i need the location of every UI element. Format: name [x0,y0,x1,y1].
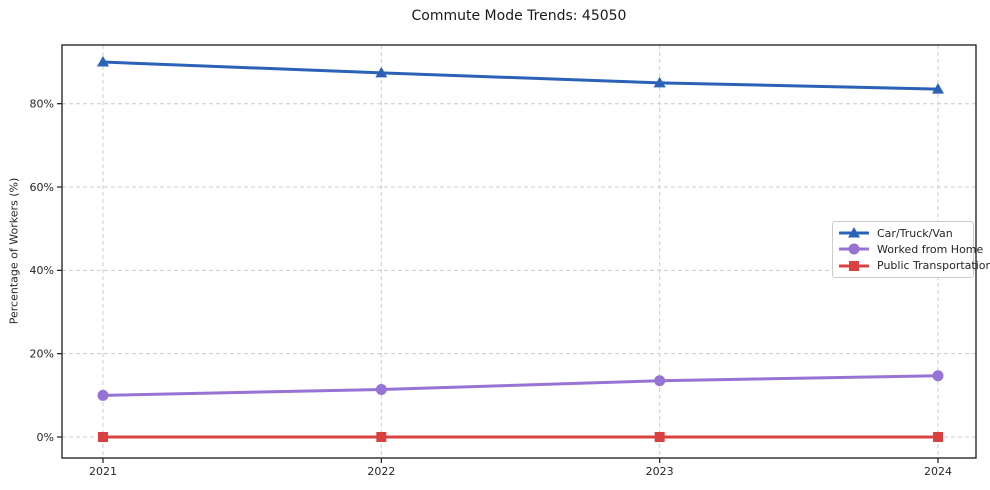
legend-item-worked-from-home: Worked from Home [839,242,983,256]
circle-marker-icon [839,243,869,255]
y-tick-label-0%: 0% [37,431,54,444]
series-line-worked-from-home [101,374,940,397]
x-tick-label-2021: 2021 [89,465,117,478]
triangle-icon [848,227,860,238]
legend-label: Car/Truck/Van [877,226,953,240]
data-point-public-transportation-2022 [376,432,387,442]
data-point-public-transportation-2024 [932,432,943,442]
legend-item-public-transportation: Public Transportation [839,259,990,273]
y-tick-label-60%: 60% [30,181,54,194]
chart-title: Commute Mode Trends: 45050 [411,8,627,24]
data-point-car-truck-van-2022 [375,66,388,78]
y-tick-label-80%: 80% [30,97,54,110]
series-line-car-truck-van [101,60,940,91]
y-tick-label-20%: 20% [30,347,54,360]
data-point-worked-from-home-2024 [932,370,944,382]
data-point-worked-from-home-2021 [97,389,109,401]
legend: Car/Truck/Van Worked from Home Public Tr… [832,221,990,278]
x-tick-label-2024: 2024 [924,465,952,478]
data-point-public-transportation-2023 [654,432,665,442]
data-point-worked-from-home-2022 [375,384,387,396]
x-tick-label-2023: 2023 [646,465,674,478]
legend-item-car-truck-van: Car/Truck/Van [839,226,969,240]
data-point-car-truck-van-2021 [97,56,109,67]
square-marker-icon [839,260,869,271]
circle-icon [848,243,860,255]
y-tick-label-40%: 40% [30,264,54,277]
triangle-marker-icon [839,227,869,238]
data-point-worked-from-home-2023 [654,375,666,387]
legend-label: Public Transportation [877,259,990,273]
legend-label: Worked from Home [877,242,984,256]
x-tick-label-2022: 2022 [367,465,395,478]
data-point-car-truck-van-2024 [931,83,944,94]
square-icon [849,260,859,271]
data-point-car-truck-van-2023 [653,76,666,88]
data-point-public-transportation-2021 [98,432,108,442]
axes-frame [61,44,977,459]
